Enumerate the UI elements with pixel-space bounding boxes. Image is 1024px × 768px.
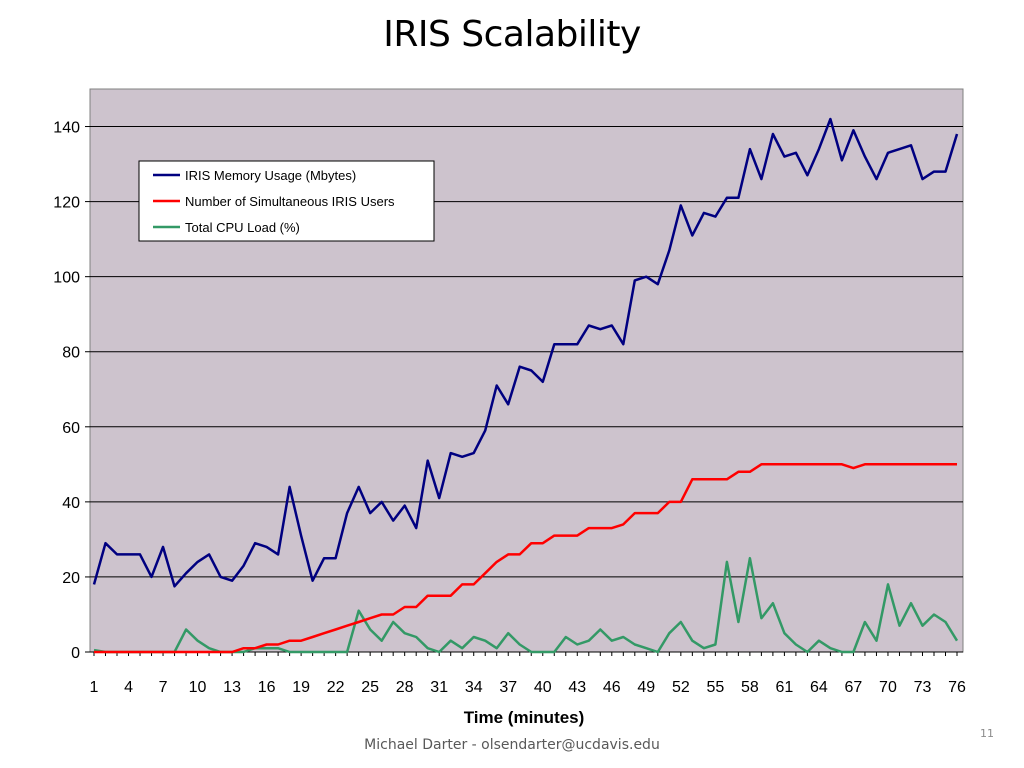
legend-label-users: Number of Simultaneous IRIS Users <box>185 194 395 209</box>
x-tick-label: 16 <box>258 679 276 696</box>
legend-box <box>138 160 435 242</box>
x-tick-label: 49 <box>637 679 655 696</box>
x-tick-label: 76 <box>948 679 966 696</box>
memory-usage-line <box>92 117 959 588</box>
x-tick-label: 70 <box>879 679 897 696</box>
y-tick-label: 120 <box>53 195 80 212</box>
x-tick-label: 25 <box>361 679 379 696</box>
x-tick-label: 73 <box>914 679 932 696</box>
y-tick-label: 140 <box>53 120 80 137</box>
x-tick-label: 37 <box>499 679 517 696</box>
y-axis: 0 20 40 60 80 100 120 140 <box>53 120 90 662</box>
x-tick-label: 22 <box>327 679 345 696</box>
x-tick-label: 58 <box>741 679 759 696</box>
page-number: 11 <box>980 727 994 737</box>
x-tick-label: 52 <box>672 679 690 696</box>
x-axis: 1 4 7 10 13 16 19 22 25 28 31 34 37 40 43 46 49 52 55 58 61 6… <box>90 651 966 696</box>
x-tick-label: 67 <box>845 679 863 696</box>
x-tick-label: 61 <box>776 679 794 696</box>
y-tick-label: 100 <box>53 270 80 287</box>
x-tick-label: 31 <box>430 679 448 696</box>
legend-label-memory: IRIS Memory Usage (Mbytes) <box>185 168 356 183</box>
legend: IRIS Memory Usage (Mbytes) Number of Sim… <box>138 160 435 242</box>
x-tick-label: 43 <box>568 679 586 696</box>
x-tick-label: 13 <box>223 679 241 696</box>
x-tick-label: 19 <box>292 679 310 696</box>
slide-footer: Michael Darter - olsendarter@ucdavis.edu <box>364 737 660 753</box>
x-tick-label: 34 <box>465 679 483 696</box>
x-tick-label: 40 <box>534 679 552 696</box>
simultaneous-users-line <box>94 463 957 654</box>
x-tick-label: 4 <box>124 679 133 696</box>
x-axis-title: Time (minutes) <box>464 708 585 727</box>
cpu-load-line <box>93 556 959 654</box>
x-tick-label: 64 <box>810 679 828 696</box>
y-tick-label: 60 <box>62 420 80 437</box>
x-tick-label: 1 <box>90 679 99 696</box>
x-tick-label: 46 <box>603 679 621 696</box>
y-tick-label: 20 <box>62 570 80 587</box>
x-tick-label: 28 <box>396 679 414 696</box>
y-tick-label: 40 <box>62 495 80 512</box>
x-tick-label: 7 <box>159 679 168 696</box>
x-tick-label: 10 <box>189 679 207 696</box>
y-tick-label: 0 <box>71 645 80 662</box>
legend-label-cpu: Total CPU Load (%) <box>185 220 300 235</box>
slide-title: IRIS Scalability <box>383 14 641 55</box>
series-lines <box>92 117 959 654</box>
x-tick-label: 55 <box>706 679 724 696</box>
y-tick-label: 80 <box>62 345 80 362</box>
